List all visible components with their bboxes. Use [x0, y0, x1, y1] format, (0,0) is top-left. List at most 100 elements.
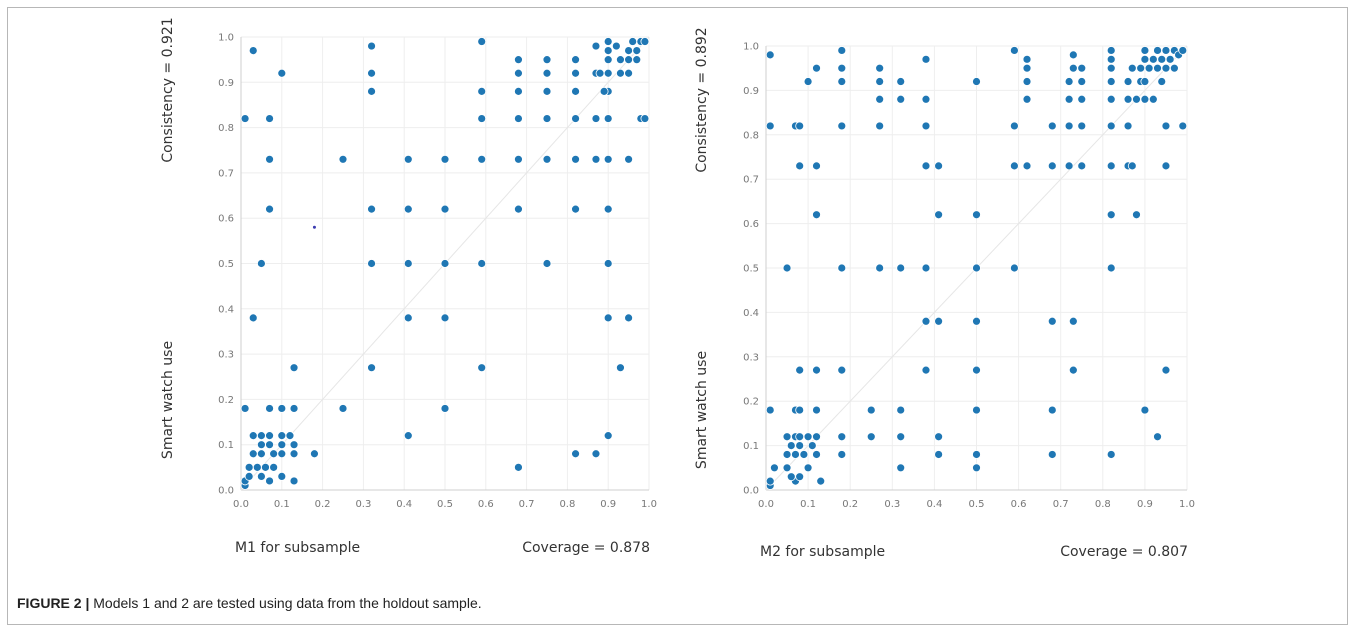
chart-m1-y-tick-label: 1.0 — [218, 33, 234, 44]
chart-m1-point — [248, 313, 258, 323]
chart-m1-point — [289, 404, 299, 413]
chart-m1-point — [571, 68, 580, 78]
chart-m2-point — [1123, 77, 1133, 86]
chart-m2-y-tick-label: 0.1 — [743, 441, 759, 452]
chart-m2-point — [816, 476, 826, 486]
chart-m2-point — [934, 432, 944, 442]
chart-m2: 0.0 0.1 0.2 0.3 0.4 0.5 0.6 0.7 0.8 0.9 1.0 0.0 0.1… — [694, 27, 1195, 560]
chart-m2-point — [1106, 210, 1116, 220]
chart-m1-y-tick-label: 0.7 — [218, 168, 234, 179]
chart-m2-point — [934, 161, 944, 171]
chart-m1-x-tick-label: 0.3 — [355, 499, 371, 510]
chart-m2-point — [1161, 161, 1171, 171]
chart-m2-point — [972, 77, 981, 86]
chart-m2-point — [837, 63, 847, 73]
chart-m2-x-tick-label: 0.4 — [926, 499, 942, 510]
chart-m1-point — [277, 449, 287, 459]
chart-m1-point — [403, 259, 413, 268]
chart-m2-point — [1047, 121, 1057, 131]
chart-m1-point — [611, 41, 621, 51]
chart-m2-y-tick-label: 0.4 — [743, 308, 759, 319]
chart-m1-point — [338, 154, 348, 164]
chart-m1-point — [310, 449, 319, 459]
chart-m1-axes — [240, 37, 649, 491]
chart-m2-point — [812, 432, 821, 442]
chart-m2-point — [786, 472, 796, 482]
chart-m2-point — [1022, 94, 1032, 104]
chart-m1-point — [542, 114, 552, 123]
chart-m2-points — [765, 46, 1188, 490]
chart-m1-point — [256, 431, 266, 441]
chart-m2-y-axis-label: Smart watch use — [694, 351, 710, 469]
chart-m2-point — [837, 450, 847, 459]
chart-m2-point — [1068, 50, 1078, 60]
chart-m1-point — [603, 55, 613, 65]
chart-m2-point — [896, 94, 906, 104]
chart-m2-point — [837, 263, 847, 273]
chart-m1-point — [277, 440, 287, 450]
chart-m1-point — [248, 46, 258, 55]
chart-m1-point — [571, 55, 580, 65]
chart-m1-point — [403, 154, 413, 164]
chart-m2-point — [1157, 54, 1167, 64]
chart-m1-point — [477, 259, 487, 268]
chart-m2-point — [812, 210, 821, 220]
chart-m2-point — [803, 432, 813, 442]
chart-m2-point — [921, 161, 931, 171]
chart-m1-point — [367, 41, 376, 51]
chart-m1-point — [514, 462, 523, 472]
chart-m1-y-tick-label: 0.2 — [218, 395, 234, 406]
chart-m1-point — [591, 154, 601, 164]
chart-m1-y-tick-label: 0.3 — [218, 350, 234, 361]
chart-m2-point — [866, 432, 876, 442]
chart-m2-point — [1178, 46, 1188, 55]
chart-m2-point — [1064, 121, 1074, 131]
chart-m2-point — [1068, 63, 1078, 73]
chart-m1-point — [542, 86, 552, 96]
chart-m1-y-tick-label: 0.1 — [218, 440, 234, 451]
chart-m2-point — [875, 94, 885, 104]
chart-m2-point — [765, 121, 775, 131]
chart-m1-point — [367, 86, 376, 96]
chart-m1-point — [603, 154, 613, 164]
chart-m1-point — [591, 449, 601, 459]
chart-m2-point — [795, 441, 805, 451]
chart-m2-point — [1106, 46, 1116, 55]
chart-m1-y-tick-label: 0.6 — [218, 214, 234, 225]
chart-m2-point — [1047, 316, 1057, 326]
chart-m1-point — [603, 37, 613, 46]
chart-m2-point — [1161, 365, 1171, 375]
chart-m2-point — [782, 450, 792, 459]
chart-m2-point — [1022, 161, 1032, 171]
chart-m1-point — [514, 55, 523, 65]
chart-m1-point — [571, 86, 580, 96]
chart-m2-point — [1077, 77, 1087, 86]
chart-m1-point — [277, 68, 287, 78]
chart-m2-x-ticks: 0.0 0.1 0.2 0.3 0.4 0.5 0.6 0.7 0.8 0.9 1.0 — [758, 499, 1195, 510]
chart-m2-point — [1132, 210, 1141, 220]
chart-m2-point — [765, 50, 775, 60]
chart-m2-point — [1009, 263, 1019, 273]
chart-m2-y-tick-label: 0.6 — [743, 219, 759, 230]
chart-m1-point — [477, 37, 487, 46]
chart-m2-point — [812, 365, 821, 375]
chart-m1-point — [603, 259, 613, 268]
chart-m1-point — [277, 404, 287, 413]
chart-m2-point — [1064, 94, 1074, 104]
chart-m2-point — [921, 94, 931, 104]
chart-m2-point — [1077, 63, 1087, 73]
chart-m2-point — [1047, 405, 1057, 415]
chart-m2-point — [1140, 94, 1150, 104]
chart-m1-point — [240, 114, 250, 123]
chart-m1-point — [624, 46, 633, 55]
chart-m2-point — [896, 263, 906, 273]
chart-m2-point — [812, 450, 821, 459]
chart-m1-point — [640, 37, 650, 46]
chart-m1-point — [624, 154, 633, 164]
chart-m2-point — [807, 441, 817, 451]
chart-m2-point — [803, 463, 813, 473]
chart-m1-point — [477, 114, 487, 123]
chart-m1-point — [269, 449, 279, 459]
chart-m1-point — [624, 313, 633, 323]
chart-m2-point — [1009, 46, 1019, 55]
